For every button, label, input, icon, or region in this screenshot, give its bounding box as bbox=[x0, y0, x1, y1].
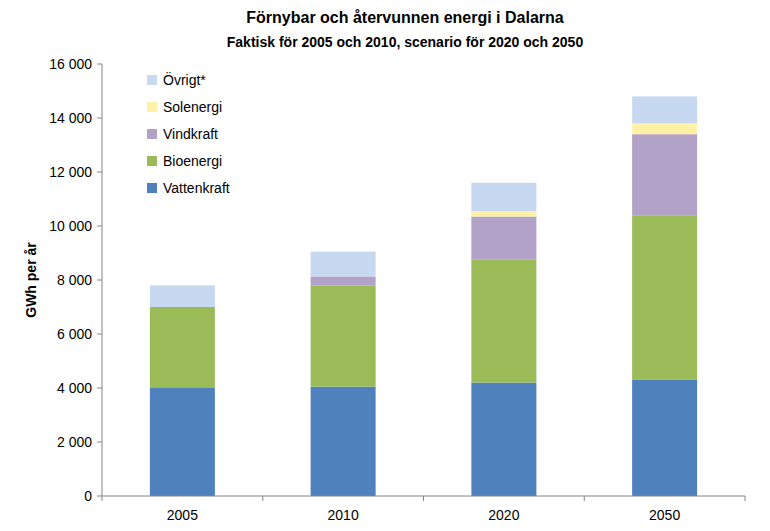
y-axis: 0 2 000 4 000 6 000 8 000 10 000 12 000 14 000 1… bbox=[49, 56, 102, 504]
y-tick-label: 16 000 bbox=[49, 56, 92, 72]
bar-segment bbox=[311, 387, 376, 496]
y-tick-label: 12 000 bbox=[49, 164, 92, 180]
bar-segment bbox=[150, 307, 215, 388]
title: Förnybar och återvunnen energi i Dalarna bbox=[246, 9, 564, 26]
y-tick bbox=[97, 172, 102, 173]
legend-label: Solenergi bbox=[163, 99, 222, 115]
y-tick-label: 6 000 bbox=[57, 326, 92, 342]
legend-swatch bbox=[147, 156, 157, 166]
x-tick bbox=[584, 496, 585, 501]
y-tick bbox=[97, 118, 102, 119]
subtitle: Faktisk för 2005 och 2010, scenario för … bbox=[227, 34, 584, 50]
y-axis-line bbox=[102, 64, 103, 496]
bar-segment bbox=[632, 215, 697, 380]
legend-label: Övrigt* bbox=[163, 71, 206, 88]
x-tick-label: 2020 bbox=[488, 507, 519, 523]
x-tick bbox=[102, 496, 103, 501]
legend: Övrigt* Solenergi Vindkraft Bioenergi Vatten… bbox=[147, 71, 230, 196]
x-tick bbox=[423, 496, 424, 501]
y-tick bbox=[97, 442, 102, 443]
y-tick bbox=[97, 334, 102, 335]
legend-swatch bbox=[147, 183, 157, 193]
bar-segment bbox=[471, 383, 536, 496]
bars bbox=[150, 96, 697, 496]
x-axis: 2005 2010 2020 2050 bbox=[102, 496, 745, 523]
legend-label: Bioenergi bbox=[163, 153, 222, 169]
legend-swatch bbox=[147, 129, 157, 139]
y-tick-label: 2 000 bbox=[57, 434, 92, 450]
y-tick-label: 4 000 bbox=[57, 380, 92, 396]
y-tick bbox=[97, 496, 102, 497]
y-tick-label: 14 000 bbox=[49, 110, 92, 126]
y-tick bbox=[97, 64, 102, 65]
x-tick-label: 2010 bbox=[328, 507, 359, 523]
legend-swatch bbox=[147, 75, 157, 85]
x-tick-label: 2050 bbox=[649, 507, 680, 523]
bar-segment bbox=[632, 380, 697, 496]
bar-segment bbox=[471, 217, 536, 260]
bar-segment bbox=[150, 285, 215, 307]
y-axis-label: GWh per år bbox=[23, 242, 39, 318]
bar-segment bbox=[150, 388, 215, 496]
bar-segment bbox=[471, 183, 536, 211]
bar-segment bbox=[311, 252, 376, 277]
legend-label: Vindkraft bbox=[163, 126, 218, 142]
bar-segment bbox=[632, 134, 697, 215]
bar-segment bbox=[471, 211, 536, 216]
y-tick bbox=[97, 226, 102, 227]
bar-segment bbox=[632, 123, 697, 134]
bar-segment bbox=[632, 96, 697, 123]
legend-label: Vattenkraft bbox=[163, 180, 230, 196]
y-tick bbox=[97, 388, 102, 389]
x-tick bbox=[745, 496, 746, 501]
y-tick-label: 8 000 bbox=[57, 272, 92, 288]
y-tick-label: 10 000 bbox=[49, 218, 92, 234]
legend-swatch bbox=[147, 102, 157, 112]
chart: Förnybar och återvunnen energi i Dalarna… bbox=[0, 0, 770, 531]
bar-segment bbox=[471, 260, 536, 383]
y-tick-label: 0 bbox=[84, 488, 92, 504]
x-tick bbox=[262, 496, 263, 501]
bar-segment bbox=[311, 285, 376, 386]
y-tick bbox=[97, 280, 102, 281]
x-tick-label: 2005 bbox=[167, 507, 198, 523]
bar-segment bbox=[311, 276, 376, 285]
